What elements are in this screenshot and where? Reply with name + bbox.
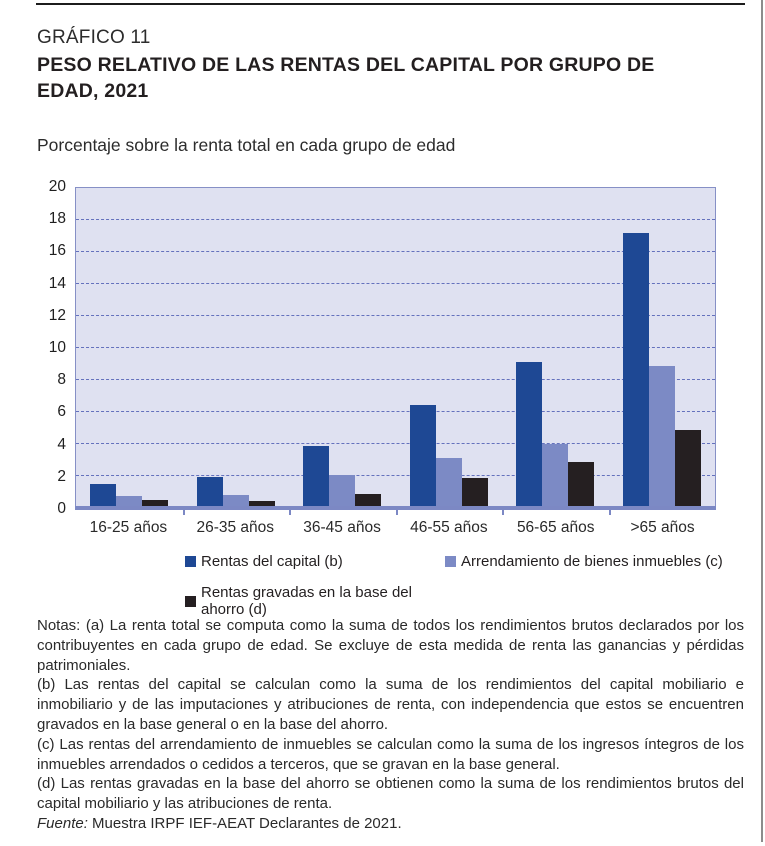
y-tick-label: 18	[48, 210, 66, 228]
x-axis-tick	[289, 510, 291, 515]
bar	[461, 478, 488, 508]
legend-swatch-icon	[185, 595, 196, 607]
legend-swatch-icon	[185, 556, 196, 567]
gridline	[76, 347, 715, 348]
bar	[622, 232, 649, 508]
bar-group	[502, 188, 609, 508]
x-axis-tick	[182, 510, 185, 515]
x-category-label: 16-25 años	[89, 519, 168, 536]
legend-label: Rentas gravadas en la base del ahorro (d…	[201, 584, 412, 618]
legend-swatch-icon	[445, 556, 456, 567]
gridline	[76, 443, 715, 444]
bar-groups	[76, 188, 715, 508]
bar	[303, 445, 330, 508]
x-category-label: >65 años	[630, 519, 695, 536]
bar	[674, 430, 701, 508]
bar	[196, 476, 223, 508]
bar	[542, 444, 569, 508]
note-a: Notas: (a) La renta total se computa com…	[37, 617, 744, 674]
x-axis-tick	[395, 510, 398, 515]
gridline	[76, 475, 715, 476]
bar	[648, 365, 675, 508]
legend-label: Arrendamiento de bienes inmuebles (c)	[461, 553, 723, 570]
note-b: (b) Las rentas del capital se calculan c…	[37, 676, 744, 733]
y-tick-label: 16	[48, 242, 66, 260]
y-tick-label: 20	[48, 178, 66, 195]
plot-area	[75, 187, 716, 515]
bar	[116, 496, 143, 508]
note-c: (c) Las rentas del arrendamiento de inmu…	[37, 735, 744, 773]
y-tick-label: 2	[57, 467, 66, 485]
y-tick-label: 0	[57, 500, 66, 517]
figure-subtitle: Porcentaje sobre la renta total en cada …	[37, 135, 456, 155]
y-tick-label: 6	[57, 403, 66, 421]
figure-title: PESO RELATIVO DE LAS RENTAS DEL CAPITAL …	[37, 54, 655, 102]
bar-group	[183, 188, 290, 508]
legend-label: Rentas del capital (b)	[201, 553, 343, 570]
bar-group	[609, 188, 716, 508]
legend-item: Rentas del capital (b)	[185, 553, 445, 570]
source-line: Fuente: Muestra IRPF IEF-AEAT Declarante…	[37, 814, 744, 834]
source-label: Fuente:	[37, 814, 88, 832]
legend: Rentas del capital (b) Arrendamiento de b…	[185, 553, 723, 618]
x-category-label: 56-65 años	[516, 519, 595, 536]
x-axis-tick	[608, 510, 611, 515]
bar	[329, 475, 356, 508]
bar	[142, 500, 169, 508]
bar	[90, 484, 117, 508]
y-tick-label: 4	[57, 435, 66, 453]
y-tick-label: 12	[48, 306, 66, 324]
x-category-label: 36-45 años	[303, 519, 381, 536]
note-d: (d) Las rentas gravadas en la base del a…	[37, 775, 744, 813]
bar	[568, 461, 595, 508]
gridline	[76, 411, 715, 412]
notes-block: Notas: (a) La renta total se computa com…	[37, 616, 744, 834]
bar-group	[76, 188, 183, 508]
y-tick-label: 14	[48, 274, 66, 292]
x-axis-labels: 16-25 años 26-35 años 36-45 años 46-55 años…	[75, 519, 716, 537]
figure-number: GRÁFICO 11	[37, 27, 151, 48]
bar	[516, 362, 543, 508]
bar	[248, 500, 275, 508]
top-rule	[36, 3, 745, 5]
bar	[222, 495, 249, 508]
y-tick-label: 8	[57, 371, 66, 389]
gridline	[76, 283, 715, 284]
bar-group	[396, 188, 503, 508]
source-text: Muestra IRPF IEF-AEAT Declarantes de 202…	[87, 814, 402, 832]
bar	[409, 404, 436, 508]
gridline	[76, 219, 715, 220]
bar	[355, 493, 382, 508]
legend-item: Rentas gravadas en la base del ahorro (d…	[185, 584, 445, 618]
gridline	[76, 251, 715, 252]
right-rule	[761, 0, 763, 842]
y-axis-labels: 0 2 4 6 8 10 12 14 16 18 20	[28, 178, 66, 517]
x-axis-tick	[502, 510, 504, 515]
bar	[435, 457, 462, 508]
x-category-label: 26-35 años	[196, 519, 275, 536]
gridline	[76, 315, 715, 316]
legend-item: Arrendamiento de bienes inmuebles (c)	[445, 553, 723, 570]
y-tick-label: 10	[48, 339, 66, 356]
gridline	[76, 379, 715, 380]
x-axis-line	[75, 506, 716, 510]
x-category-label: 46-55 años	[410, 519, 488, 536]
bar-group	[289, 188, 396, 508]
